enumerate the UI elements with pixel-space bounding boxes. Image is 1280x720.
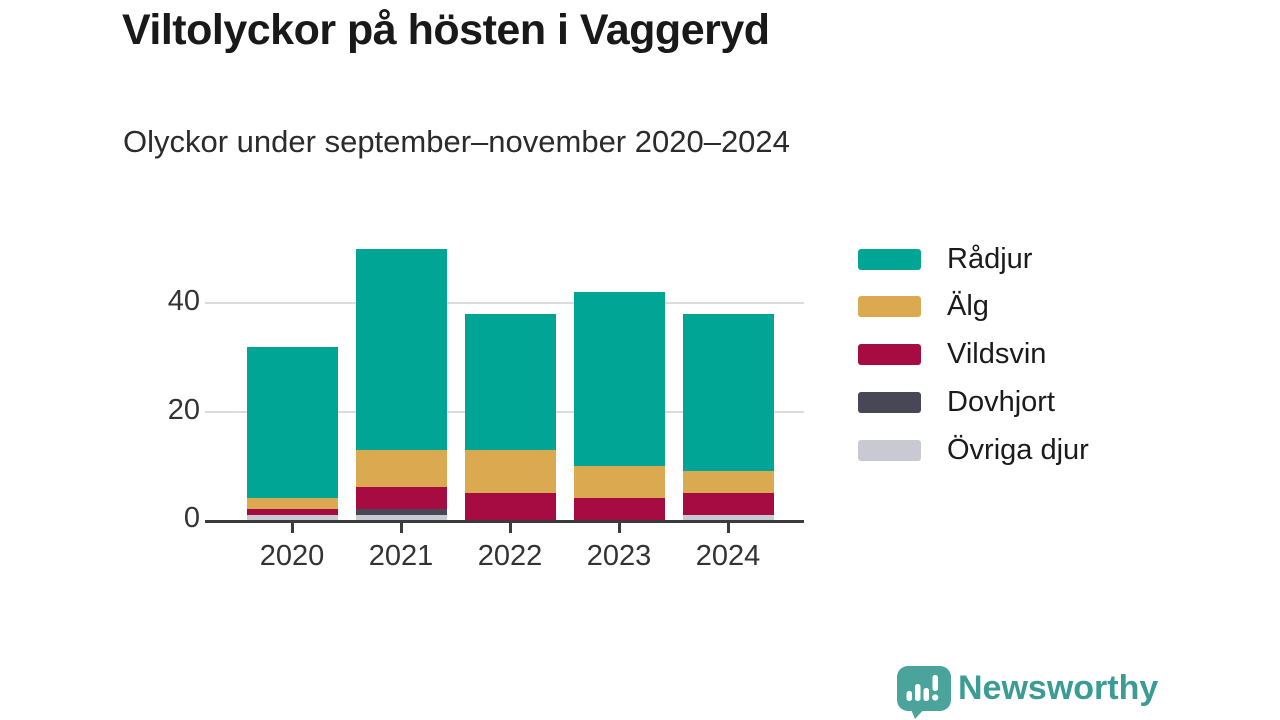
legend-item-Älg: Älg <box>858 290 989 322</box>
x-axis-category-label: 2020 <box>259 540 325 572</box>
legend-swatch-Vildsvin <box>858 344 921 366</box>
x-axis-tick <box>617 523 621 533</box>
bar-segment-2020-Älg <box>246 498 338 510</box>
bar-segment-2023-Vildsvin <box>573 498 665 520</box>
bar-segment-2024-Övriga djur <box>682 514 774 520</box>
gridline-y40 <box>205 302 804 305</box>
bar-segment-2022-Vildsvin <box>464 492 556 520</box>
bar-segment-2021-Dovhjort <box>355 509 447 515</box>
legend-label: Rådjur <box>947 242 1033 275</box>
bar-segment-2024-Älg <box>682 471 774 493</box>
bar-segment-2022-Rådjur <box>464 314 556 450</box>
x-axis-category-label: 2023 <box>586 540 652 572</box>
legend-label: Älg <box>947 290 989 323</box>
legend-swatch-Övriga djur <box>858 439 921 461</box>
legend-label: Övriga djur <box>947 433 1089 466</box>
chart-subtitle: Olyckor under september–november 2020–20… <box>123 124 790 159</box>
legend-item-Vildsvin: Vildsvin <box>858 338 1046 370</box>
bar-segment-2020-Rådjur <box>246 346 338 499</box>
bar-segment-2023-Rådjur <box>573 292 665 466</box>
y-axis-tick-label: 0 <box>183 502 200 535</box>
x-axis-line <box>205 519 804 523</box>
bar-segment-2021-Övriga djur <box>355 514 447 520</box>
bar-segment-2021-Älg <box>355 449 447 488</box>
legend-item-Rådjur: Rådjur <box>858 243 1032 275</box>
bar-segment-2021-Vildsvin <box>355 487 447 510</box>
y-axis-tick-label: 40 <box>167 285 200 318</box>
bar-segment-2023-Älg <box>573 465 665 499</box>
x-axis-category-label: 2021 <box>368 540 434 572</box>
chart-title: Viltolyckor på hösten i Vaggeryd <box>122 6 770 54</box>
brand-name: Newsworthy <box>958 669 1159 707</box>
x-axis-category-label: 2024 <box>695 540 761 572</box>
legend-swatch-Rådjur <box>858 248 921 270</box>
y-axis-tick-label: 20 <box>167 393 200 426</box>
bar-segment-2024-Rådjur <box>682 314 774 472</box>
legend-item-Dovhjort: Dovhjort <box>858 386 1055 418</box>
x-axis-tick <box>508 523 512 533</box>
legend-swatch-Dovhjort <box>858 391 921 413</box>
x-axis-tick <box>399 523 403 533</box>
legend-label: Vildsvin <box>947 338 1047 371</box>
bar-segment-2022-Älg <box>464 449 556 493</box>
x-axis-tick <box>726 523 730 533</box>
newsworthy-logo-icon <box>897 666 951 719</box>
legend-item-Övriga djur: Övriga djur <box>858 434 1089 466</box>
bar-segment-2021-Rådjur <box>355 249 447 450</box>
legend-label: Dovhjort <box>947 385 1055 418</box>
x-axis-tick <box>290 523 294 533</box>
x-axis-category-label: 2022 <box>477 540 543 572</box>
bar-segment-2020-Vildsvin <box>246 509 338 515</box>
bar-segment-2024-Vildsvin <box>682 492 774 515</box>
bar-segment-2020-Övriga djur <box>246 514 338 520</box>
legend-swatch-Älg <box>858 296 921 318</box>
